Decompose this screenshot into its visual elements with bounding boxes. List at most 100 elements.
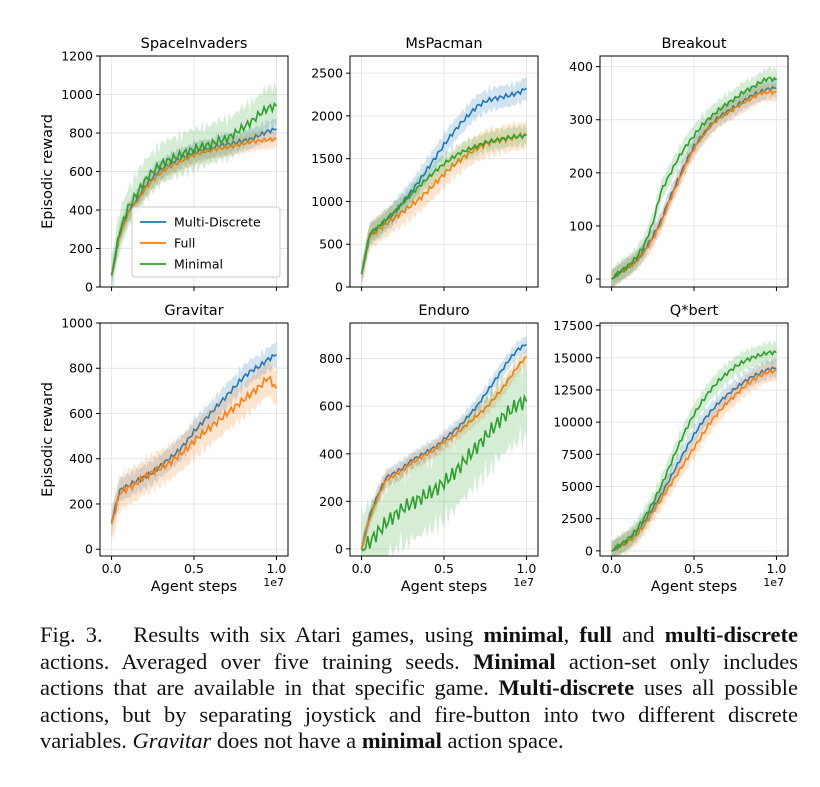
y-tick-label: 1000 bbox=[61, 316, 93, 331]
caption-bold: full bbox=[579, 622, 612, 647]
y-tick-label: 0 bbox=[585, 543, 593, 558]
x-tick-label: 0.5 bbox=[434, 561, 454, 576]
band-minimal bbox=[611, 339, 777, 556]
chart-title: Gravitar bbox=[164, 303, 223, 319]
chart-panel-4: 0 200 400 600 800 0.0 0.5 1.0 Enduro Agent steps 1… bbox=[319, 303, 539, 595]
band-full bbox=[361, 119, 527, 287]
band-multi bbox=[361, 335, 527, 556]
x-tick-label: 0.5 bbox=[684, 561, 704, 576]
y-tick-label: 1000 bbox=[311, 194, 343, 209]
x-axis-label: Agent steps bbox=[651, 579, 737, 595]
y-tick-label: 100 bbox=[569, 218, 593, 233]
y-tick-label: 600 bbox=[69, 406, 93, 421]
y-tick-label: 0 bbox=[335, 541, 343, 556]
series-line-full bbox=[360, 355, 528, 550]
figure-caption: Fig. 3. Results with six Atari games, us… bbox=[40, 622, 798, 755]
band-multi bbox=[361, 76, 527, 287]
x-tick-label: 1.0 bbox=[517, 561, 537, 576]
y-tick-label: 1200 bbox=[61, 49, 93, 64]
series-line-minimal bbox=[611, 76, 778, 280]
y-tick-label: 400 bbox=[69, 203, 93, 218]
caption-text: does not have a bbox=[211, 728, 362, 753]
chart-title: SpaceInvaders bbox=[141, 36, 248, 52]
y-tick-label: 200 bbox=[69, 496, 93, 511]
y-axis-label: Episodic reward bbox=[40, 382, 56, 497]
caption-text: uses all possible actions, but by separa… bbox=[40, 675, 799, 753]
results-figure: 020040060080010001200SpaceInvadersEpisod… bbox=[40, 36, 789, 595]
series-line-full bbox=[110, 136, 277, 276]
x-tick-label: 0.0 bbox=[602, 561, 622, 576]
caption-italic: Gravitar bbox=[132, 728, 212, 753]
y-tick-label: 0 bbox=[85, 280, 93, 295]
series-line-multi bbox=[360, 343, 527, 550]
x-tick-label: 1.0 bbox=[767, 561, 787, 576]
y-tick-label: 200 bbox=[69, 241, 93, 256]
band-multi bbox=[111, 342, 277, 536]
chart-panel-3: 0 200 400 600 800 1000 0.0 0.5 1.0 Gravitar Episod… bbox=[40, 303, 289, 595]
y-tick-label: 0 bbox=[85, 542, 93, 557]
caption-bold: minimal bbox=[361, 728, 442, 753]
series-line-minimal bbox=[611, 349, 777, 552]
x-tick-label: 0.5 bbox=[184, 561, 204, 576]
band-full bbox=[611, 80, 777, 287]
series-line-minimal bbox=[360, 133, 527, 275]
y-tick-label: 800 bbox=[69, 361, 93, 376]
y-axis-label: Episodic reward bbox=[40, 114, 56, 229]
y-tick-label: 1000 bbox=[61, 87, 93, 102]
caption-text: Results with six Atari games, using bbox=[133, 622, 484, 647]
band-multi bbox=[611, 78, 777, 287]
caption-text: and bbox=[611, 622, 665, 647]
x-tick-label: 0.0 bbox=[352, 561, 372, 576]
y-tick-label: 5000 bbox=[561, 479, 593, 494]
y-tick-label: 7500 bbox=[561, 447, 593, 462]
chart-title: Breakout bbox=[661, 36, 726, 52]
y-tick-label: 200 bbox=[569, 165, 593, 180]
y-tick-label: 0 bbox=[585, 272, 593, 287]
series-line-multi bbox=[611, 366, 777, 552]
x-offset-label: 1e7 bbox=[263, 576, 284, 589]
x-offset-label: 1e7 bbox=[763, 576, 784, 589]
y-tick-label: 600 bbox=[69, 164, 93, 179]
y-tick-label: 400 bbox=[69, 451, 93, 466]
y-tick-label: 1500 bbox=[311, 151, 343, 166]
series-line-full bbox=[110, 375, 278, 525]
band-minimal bbox=[611, 66, 777, 287]
chart-panel-1: 0 500 1000 1500 2000 2500 MsPacman bbox=[311, 36, 539, 295]
band-full bbox=[611, 359, 777, 556]
band-minimal bbox=[361, 354, 527, 556]
series-line-minimal bbox=[110, 101, 278, 276]
y-tick-label: 400 bbox=[319, 446, 343, 461]
series-line-full bbox=[611, 368, 777, 552]
legend-label-full: Full bbox=[174, 236, 195, 251]
y-tick-label: 200 bbox=[319, 494, 343, 509]
y-tick-label: 2000 bbox=[311, 108, 343, 123]
y-tick-label: 800 bbox=[69, 126, 93, 141]
x-tick-label: 0.0 bbox=[102, 561, 122, 576]
chart-title: Q*bert bbox=[670, 303, 719, 319]
x-axis-label: Agent steps bbox=[401, 579, 487, 595]
x-axis-label: Agent steps bbox=[151, 579, 237, 595]
legend-box bbox=[131, 206, 281, 278]
y-tick-label: 300 bbox=[569, 112, 593, 127]
caption-bold: minimal bbox=[483, 622, 564, 647]
y-tick-label: 12500 bbox=[553, 382, 593, 397]
series-line-full bbox=[611, 89, 777, 280]
y-tick-label: 500 bbox=[319, 237, 343, 252]
caption-text: action space. bbox=[441, 728, 564, 753]
x-offset-label: 1e7 bbox=[513, 576, 534, 589]
y-tick-label: 400 bbox=[569, 59, 593, 74]
y-tick-label: 2500 bbox=[561, 511, 593, 526]
caption-label: Fig. 3. bbox=[40, 622, 103, 647]
caption-bold: Multi-discrete bbox=[498, 675, 635, 700]
caption-bold: Minimal bbox=[473, 648, 556, 674]
chart-title: Enduro bbox=[418, 303, 469, 319]
chart-panel-2: 0 100 200 300 400 Breakout bbox=[569, 36, 789, 291]
series-line-minimal bbox=[361, 393, 528, 552]
y-tick-label: 800 bbox=[319, 351, 343, 366]
band-minimal bbox=[361, 123, 527, 283]
chart-panel-5: 0 2500 5000 7500 10000 12500 15000 17500 0.0 0.5 1… bbox=[553, 303, 789, 595]
band-full bbox=[111, 128, 277, 285]
y-tick-label: 2500 bbox=[311, 66, 343, 81]
y-tick-label: 15000 bbox=[553, 350, 593, 365]
band-multi bbox=[611, 358, 777, 556]
